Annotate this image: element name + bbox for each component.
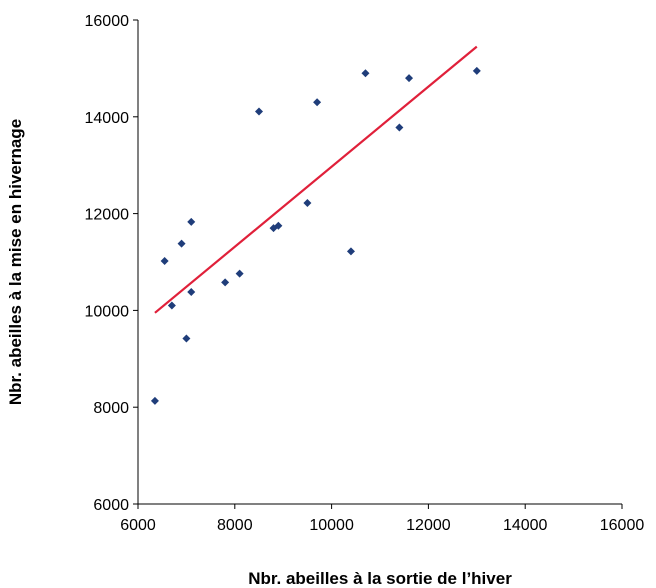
data-point — [160, 257, 169, 266]
data-point — [167, 301, 176, 310]
x-tick-label: 14000 — [503, 517, 548, 534]
x-tick-label: 8000 — [217, 517, 253, 534]
data-point — [395, 123, 404, 132]
data-point — [150, 396, 159, 405]
x-tick-label: 16000 — [600, 517, 645, 534]
y-axis-title: Nbr. abeilles à la mise en hivernage — [6, 119, 25, 405]
data-point — [346, 247, 355, 256]
data-point — [274, 221, 283, 230]
y-tick-label: 6000 — [93, 497, 129, 514]
data-point — [303, 198, 312, 207]
y-tick-label: 14000 — [85, 110, 130, 127]
data-point — [187, 217, 196, 226]
trendline-group — [154, 45, 478, 314]
x-tick-label: 12000 — [406, 517, 451, 534]
data-point — [177, 239, 186, 248]
y-tick-label: 16000 — [85, 13, 130, 30]
data-point — [361, 69, 370, 78]
data-points — [150, 66, 481, 405]
data-point — [235, 269, 244, 278]
data-point — [313, 98, 322, 107]
data-point — [182, 334, 191, 343]
data-point — [472, 66, 481, 75]
y-ticks: 6000 8000 10000 12000 14000 16000 — [85, 13, 138, 514]
y-tick-label: 12000 — [85, 207, 130, 224]
data-point — [405, 74, 414, 83]
y-tick-label: 10000 — [85, 303, 130, 320]
y-tick-label: 8000 — [93, 400, 129, 417]
data-point — [255, 107, 263, 116]
x-ticks: 6000 8000 10000 12000 14000 16000 — [120, 504, 644, 534]
x-axis-title: Nbr. abeilles à la sortie de l’hiver — [248, 569, 512, 588]
x-tick-label: 10000 — [309, 517, 354, 534]
data-point — [221, 278, 230, 287]
axes — [137, 20, 622, 505]
x-tick-label: 6000 — [120, 517, 156, 534]
data-point — [187, 288, 196, 297]
trendline — [154, 45, 478, 314]
